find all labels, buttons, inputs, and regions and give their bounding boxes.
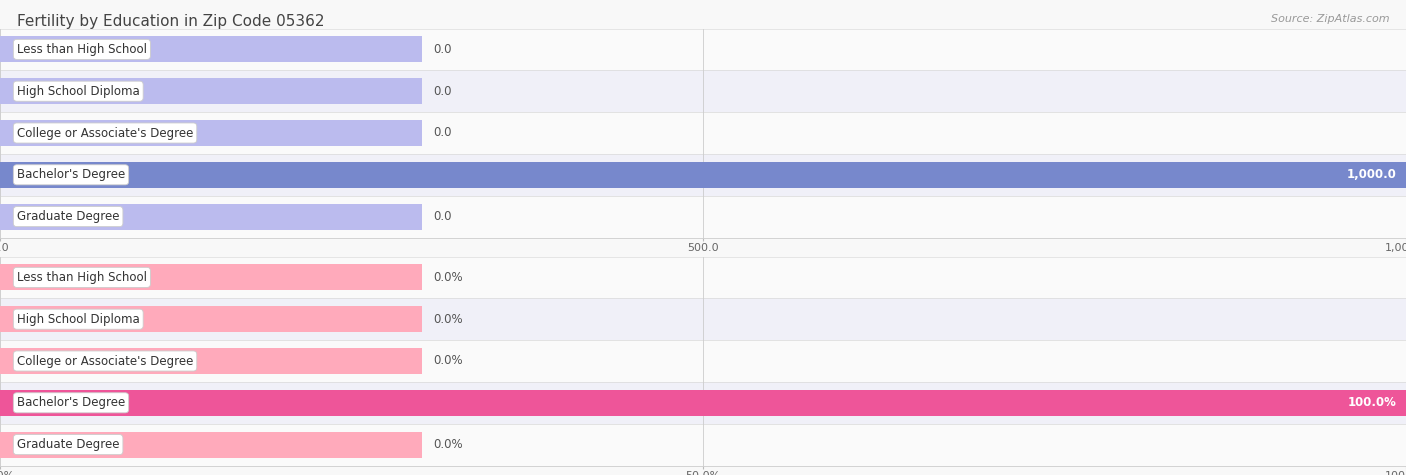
Text: 0.0: 0.0 (433, 85, 451, 98)
Bar (0, 306, 422, 332)
Text: 0.0%: 0.0% (433, 438, 463, 451)
Text: College or Associate's Degree: College or Associate's Degree (17, 354, 193, 368)
Bar (0, 37, 422, 62)
Bar (0, 78, 422, 104)
Text: Bachelor's Degree: Bachelor's Degree (17, 396, 125, 409)
Text: 100.0%: 100.0% (1347, 396, 1396, 409)
Text: 0.0%: 0.0% (433, 354, 463, 368)
Text: 0.0: 0.0 (433, 43, 451, 56)
Text: Less than High School: Less than High School (17, 271, 146, 284)
Bar (0, 112, 1406, 154)
Bar (0, 382, 1406, 424)
Text: Graduate Degree: Graduate Degree (17, 438, 120, 451)
Text: 0.0%: 0.0% (433, 313, 463, 326)
Bar (0, 120, 422, 146)
Bar (0, 196, 1406, 238)
Text: 1,000.0: 1,000.0 (1347, 168, 1396, 181)
Text: 0.0: 0.0 (433, 126, 451, 140)
Text: High School Diploma: High School Diploma (17, 313, 139, 326)
Text: 0.0%: 0.0% (433, 271, 463, 284)
Bar (0, 265, 422, 290)
Text: 0.0: 0.0 (433, 210, 451, 223)
Text: Bachelor's Degree: Bachelor's Degree (17, 168, 125, 181)
Bar (0, 298, 1406, 340)
Bar (0, 390, 1406, 416)
Text: Fertility by Education in Zip Code 05362: Fertility by Education in Zip Code 05362 (17, 14, 325, 29)
Text: College or Associate's Degree: College or Associate's Degree (17, 126, 193, 140)
Text: High School Diploma: High School Diploma (17, 85, 139, 98)
Text: Graduate Degree: Graduate Degree (17, 210, 120, 223)
Bar (0, 204, 422, 229)
Bar (0, 70, 1406, 112)
Text: Less than High School: Less than High School (17, 43, 146, 56)
Bar (0, 162, 422, 188)
Bar (0, 154, 1406, 196)
Bar (0, 28, 1406, 70)
Bar (0, 390, 422, 416)
Bar (0, 424, 1406, 466)
Text: Source: ZipAtlas.com: Source: ZipAtlas.com (1271, 14, 1389, 24)
Bar (0, 432, 422, 457)
Bar (0, 256, 1406, 298)
Bar (0, 348, 422, 374)
Bar (0, 340, 1406, 382)
Bar (0, 162, 1406, 188)
